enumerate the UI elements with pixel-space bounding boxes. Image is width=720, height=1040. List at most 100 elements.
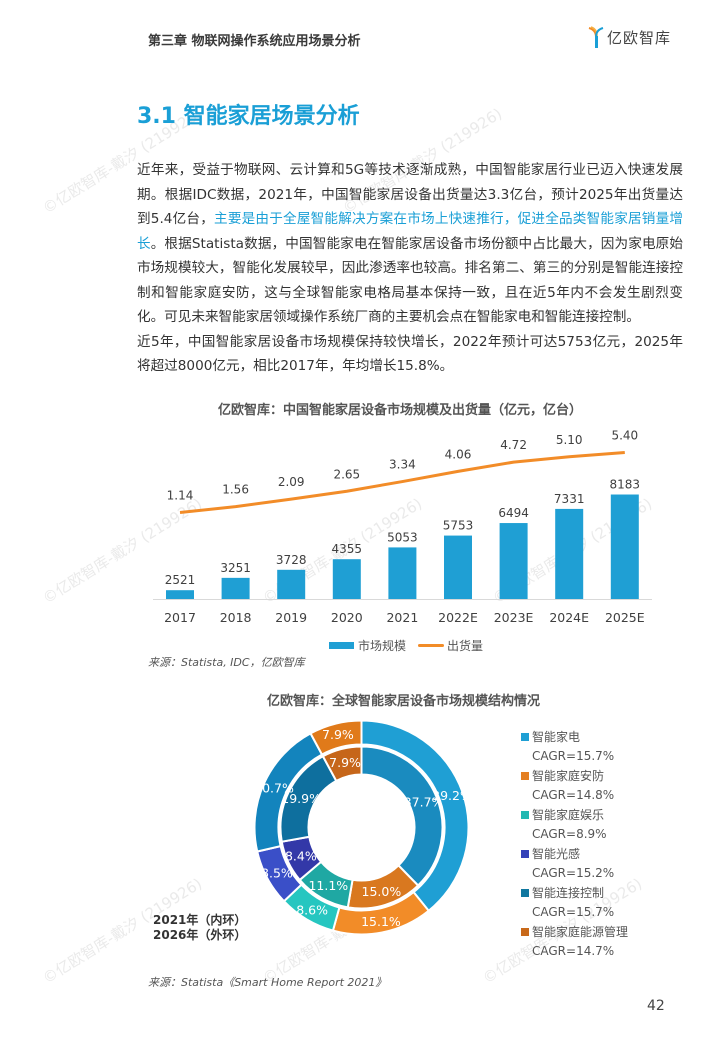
legend-item: 智能家电 bbox=[521, 727, 628, 747]
text-run: 近年来，受益于物联网、云计算和5G等技术逐渐成熟，中国智能家居行业已迈入快速发展… bbox=[137, 162, 683, 227]
bar-chart-source: 来源：Statista, IDC，亿欧智库 bbox=[148, 656, 305, 669]
segment-percent-label: 15.0% bbox=[362, 884, 402, 899]
outer-ring-label: 2026年（外环） bbox=[153, 928, 247, 942]
x-tick-label: 2018 bbox=[220, 610, 252, 625]
logo-text: 亿欧智库 bbox=[607, 28, 672, 47]
brand-logo: 亿欧智库 bbox=[588, 26, 671, 48]
bar-value-label: 7331 bbox=[554, 492, 585, 506]
x-tick-label: 2023E bbox=[494, 610, 534, 625]
legend-label: 智能光感 bbox=[532, 847, 581, 862]
highlight-text: 主要是由于全屋智能解决方案在市场上快速推行，促进全品类智能家居销量增长 bbox=[137, 211, 684, 252]
legend-item: 智能家庭能源管理 bbox=[521, 922, 628, 942]
bar-value-label: 8183 bbox=[610, 478, 641, 492]
legend-label: 智能家电 bbox=[532, 730, 581, 745]
legend-cagr: CAGR=14.8% bbox=[532, 787, 615, 802]
legend-swatch bbox=[521, 810, 529, 819]
segment-percent-label: 8.6% bbox=[296, 902, 328, 917]
legend-cagr: CAGR=15.7% bbox=[532, 748, 615, 763]
bar-value-label: 6494 bbox=[498, 506, 529, 520]
bar-chart-legend: 市场规模 出货量 bbox=[329, 637, 483, 654]
legend-label: 智能家庭娱乐 bbox=[532, 808, 605, 823]
line-value-label: 4.72 bbox=[500, 438, 527, 452]
chapter-header: 第三章 物联网操作系统应用场景分析 bbox=[148, 34, 361, 49]
segment-percent-label: 11.1% bbox=[308, 878, 348, 893]
bar bbox=[499, 523, 528, 599]
segment-percent-label: 15.1% bbox=[361, 914, 401, 929]
bar bbox=[444, 535, 472, 599]
legend-cagr: CAGR=15.2% bbox=[532, 865, 615, 880]
bar-chart-title: 亿欧智库：中国智能家居设备市场规模及出货量（亿元，亿台） bbox=[218, 403, 583, 418]
legend-swatch bbox=[521, 732, 529, 741]
bar-value-label: 2521 bbox=[165, 573, 196, 587]
bar bbox=[221, 577, 250, 599]
segment-percent-label: 8.4% bbox=[285, 849, 317, 864]
bar-value-label: 4355 bbox=[332, 542, 363, 556]
legend-bar-swatch bbox=[329, 642, 354, 649]
donut-legend: 智能家电 CAGR=15.7% 智能家庭安防 CAGR=14.8% 智能家庭娱乐 CAGR… bbox=[521, 727, 628, 961]
x-tick-label: 2020 bbox=[331, 610, 363, 625]
inner-ring-segment bbox=[360, 745, 444, 887]
bar bbox=[388, 547, 417, 599]
bar bbox=[277, 569, 306, 599]
legend-line-swatch bbox=[418, 644, 445, 647]
x-tick-label: 2024E bbox=[549, 610, 589, 625]
x-tick-label: 2021 bbox=[386, 610, 418, 625]
legend-swatch bbox=[521, 849, 529, 858]
bar bbox=[610, 494, 639, 599]
x-tick-label: 2025E bbox=[605, 610, 645, 625]
text-run: 。根据Statista数据，中国智能家电在智能家居设备市场份额中占比最大，因为家… bbox=[137, 235, 683, 326]
bar bbox=[166, 590, 194, 599]
bar-line-chart: 2521 2017 3251 2018 3728 2019 4355 2020 5053 2021… bbox=[153, 429, 652, 625]
x-tick-label: 2017 bbox=[164, 610, 196, 625]
line-value-label: 2.09 bbox=[278, 475, 305, 489]
line-value-label: 1.56 bbox=[222, 483, 249, 497]
x-tick-label: 2019 bbox=[275, 610, 307, 625]
donut-chart: 37.7% 15.0% 11.1% 8.4% 19.9% 7.9% 39.2% 15.1% 8.… bbox=[253, 719, 472, 936]
legend-label: 智能家庭能源管理 bbox=[532, 925, 629, 940]
page-number: 42 bbox=[647, 998, 665, 1014]
legend-swatch bbox=[521, 927, 529, 936]
paragraph: 近5年，中国智能家居设备市场规模保持较快增长，2022年预计可达5753亿元，2… bbox=[137, 333, 683, 375]
legend-cagr: CAGR=15.7% bbox=[532, 904, 615, 919]
section-title: 3.1 智能家居场景分析 bbox=[137, 104, 360, 129]
legend-label: 智能连接控制 bbox=[532, 886, 605, 901]
line-value-label: 2.65 bbox=[333, 467, 360, 481]
segment-percent-label: 7.9% bbox=[322, 727, 354, 742]
outer-ring-segment bbox=[309, 719, 363, 756]
legend-swatch bbox=[521, 888, 529, 897]
line-value-label: 5.10 bbox=[556, 433, 583, 447]
segment-percent-label: 8.5% bbox=[261, 865, 293, 880]
x-tick-label: 2022E bbox=[438, 610, 478, 625]
legend-item: 智能连接控制 bbox=[521, 883, 628, 903]
bar bbox=[332, 559, 361, 599]
bar bbox=[555, 508, 584, 599]
legend-item: 智能家庭安防 bbox=[521, 766, 628, 786]
line-value-label: 4.06 bbox=[445, 447, 472, 461]
legend-cagr: CAGR=8.9% bbox=[532, 826, 607, 841]
bar-value-label: 5753 bbox=[443, 519, 474, 533]
ring-labels: 2021年（内环） 2026年（外环） bbox=[153, 913, 246, 943]
legend-label: 智能家庭安防 bbox=[532, 769, 605, 784]
segment-percent-label: 20.7% bbox=[254, 780, 294, 795]
body-text: 近年来，受益于物联网、云计算和5G等技术逐渐成熟，中国智能家居行业已迈入快速发展… bbox=[137, 158, 683, 379]
line-value-label: 3.34 bbox=[389, 458, 416, 472]
donut-chart-title: 亿欧智库：全球智能家居设备市场规模结构情况 bbox=[267, 694, 541, 709]
legend-cagr: CAGR=14.7% bbox=[532, 943, 615, 958]
segment-percent-label: 39.2% bbox=[432, 788, 472, 803]
paragraph: 近年来，受益于物联网、云计算和5G等技术逐渐成熟，中国智能家居行业已迈入快速发展… bbox=[137, 158, 683, 330]
inner-ring-segment bbox=[321, 745, 363, 783]
inner-ring-label: 2021年（内环） bbox=[153, 913, 247, 927]
legend-swatch bbox=[521, 771, 529, 780]
legend-label: 出货量 bbox=[447, 639, 484, 653]
logo-icon bbox=[588, 26, 604, 48]
segment-percent-label: 7.9% bbox=[329, 755, 361, 770]
bar-value-label: 5053 bbox=[387, 530, 418, 544]
bar-value-label: 3728 bbox=[276, 553, 307, 567]
legend-item: 智能光感 bbox=[521, 844, 628, 864]
donut-chart-source: 来源：Statista《Smart Home Report 2021》 bbox=[148, 976, 387, 989]
legend-item: 智能家庭娱乐 bbox=[521, 805, 628, 825]
line-value-label: 1.14 bbox=[167, 489, 194, 503]
segment-percent-label: 19.9% bbox=[281, 791, 321, 806]
line-value-label: 5.40 bbox=[611, 429, 638, 443]
bar-value-label: 3251 bbox=[220, 561, 251, 575]
